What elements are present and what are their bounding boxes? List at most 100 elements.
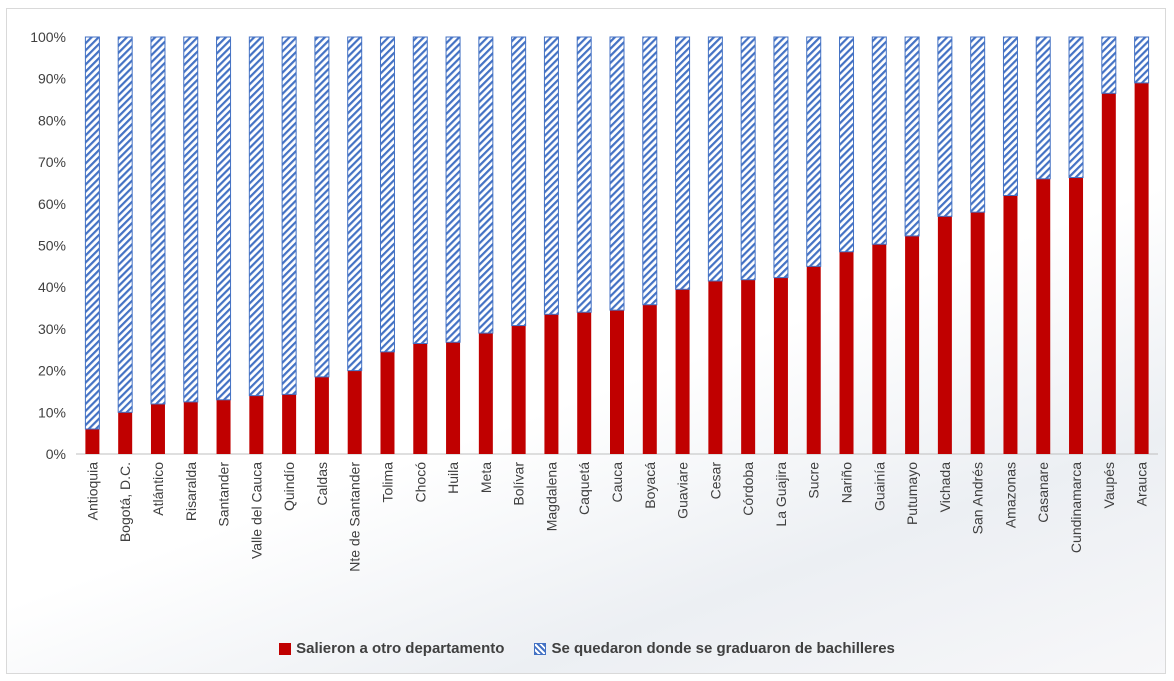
bar-se-quedaron	[937, 36, 953, 217]
y-tick-label: 10%	[38, 404, 66, 420]
x-category-label: Bogotá, D.C.	[117, 462, 133, 542]
bar-salieron	[118, 412, 133, 454]
bar-salieron	[1036, 178, 1051, 454]
y-tick-label: 40%	[38, 279, 66, 295]
x-category-label: Bolívar	[511, 462, 527, 506]
legend-label-salieron: Salieron a otro departamento	[296, 640, 505, 657]
bar-salieron	[905, 235, 920, 454]
bar-salieron	[577, 312, 592, 454]
x-category-label: Cauca	[609, 462, 625, 503]
bar-salieron	[937, 216, 952, 454]
bar-se-quedaron	[970, 36, 986, 213]
x-category-label: San Andrés	[970, 462, 986, 534]
x-category-label: La Guajira	[773, 462, 789, 527]
legend-label-se-quedaron: Se quedaron donde se graduaron de bachil…	[551, 640, 895, 657]
x-category-label: Putumayo	[904, 462, 920, 525]
bar-se-quedaron	[773, 36, 789, 279]
x-category-label: Caquetá	[576, 462, 592, 515]
bar-salieron	[249, 395, 264, 454]
bar-se-quedaron	[576, 36, 592, 313]
x-category-label: Chocó	[412, 462, 428, 503]
x-category-label: Tolima	[379, 462, 395, 503]
x-category-label: Casanare	[1035, 462, 1051, 523]
bar-se-quedaron	[609, 36, 625, 311]
x-category-label: Valle del Cauca	[248, 462, 264, 559]
bar-se-quedaron	[445, 36, 461, 343]
y-tick-label: 20%	[38, 363, 66, 379]
bar-se-quedaron	[1002, 36, 1018, 196]
bar-salieron	[347, 370, 362, 454]
y-tick-label: 80%	[38, 112, 66, 128]
bar-salieron	[675, 289, 690, 454]
bar-se-quedaron	[904, 36, 920, 237]
bar-se-quedaron	[675, 36, 691, 290]
y-tick-label: 60%	[38, 196, 66, 212]
x-category-label: Arauca	[1134, 462, 1150, 507]
bar-se-quedaron	[871, 36, 887, 245]
bar-se-quedaron	[707, 36, 723, 282]
x-category-label: Sucre	[806, 462, 822, 499]
bar-salieron	[282, 394, 297, 454]
x-category-label: Risaralda	[183, 462, 199, 521]
x-category-label: Vichada	[937, 462, 953, 513]
y-tick-label: 0%	[46, 446, 66, 462]
x-category-label: Nariño	[839, 462, 855, 503]
bar-se-quedaron	[281, 36, 297, 395]
bar-salieron	[150, 403, 165, 454]
bar-salieron	[1069, 177, 1084, 455]
bar-se-quedaron	[84, 36, 100, 430]
bar-se-quedaron	[1134, 36, 1150, 84]
x-category-label: Magdalena	[543, 462, 559, 531]
x-category-label: Caldas	[314, 462, 330, 506]
bar-salieron	[413, 343, 428, 454]
x-category-label: Santander	[216, 462, 232, 527]
bar-se-quedaron	[511, 36, 527, 327]
y-tick-label: 50%	[38, 238, 66, 254]
bar-salieron	[610, 310, 624, 454]
bar-salieron	[970, 212, 985, 454]
x-category-label: Guainía	[871, 462, 887, 511]
bars	[84, 36, 1150, 455]
bar-salieron	[741, 279, 756, 454]
bar-salieron	[1101, 93, 1116, 455]
bar-salieron	[708, 280, 723, 454]
bar-salieron	[85, 428, 100, 454]
legend-swatch-hatch	[534, 642, 547, 655]
bar-salieron	[773, 277, 788, 454]
legend-item-se-quedaron: Se quedaron donde se graduaron de bachil…	[534, 640, 895, 657]
bar-salieron	[446, 342, 461, 454]
bar-se-quedaron	[1101, 36, 1117, 94]
x-axis-category-labels: Antioquia Bogotá, D.C. Atlántico Risaralda S…	[84, 462, 1149, 572]
bar-salieron	[314, 376, 329, 454]
x-category-label: Guaviare	[675, 462, 691, 519]
x-category-label: Quindío	[281, 462, 297, 511]
bar-salieron	[544, 314, 559, 454]
x-category-label: Vaupés	[1101, 462, 1117, 508]
bar-salieron	[478, 333, 493, 454]
bar-se-quedaron	[478, 36, 494, 334]
bar-se-quedaron	[117, 36, 133, 413]
bar-salieron	[511, 325, 526, 454]
x-category-label: Cesar	[707, 462, 723, 500]
bar-se-quedaron	[314, 36, 330, 378]
bar-salieron	[183, 401, 198, 454]
x-category-label: Atlántico	[150, 462, 166, 516]
bar-se-quedaron	[806, 36, 822, 267]
bar-se-quedaron	[183, 36, 199, 403]
y-axis: 0% 10% 20% 30% 40% 50% 60% 70% 80% 90% 100%	[30, 29, 66, 462]
bar-se-quedaron	[248, 36, 264, 397]
bar-salieron	[1003, 195, 1018, 454]
bar-salieron	[839, 251, 854, 454]
bar-se-quedaron	[839, 36, 855, 253]
y-tick-label: 90%	[38, 71, 66, 87]
legend: Salieron a otro departamento Se quedaron…	[0, 640, 1174, 657]
x-category-label: Boyacá	[642, 462, 658, 509]
bar-se-quedaron	[216, 36, 232, 401]
x-category-label: Nte de Santander	[347, 462, 363, 572]
bar-se-quedaron	[642, 36, 658, 306]
x-category-label: Cundinamarca	[1068, 462, 1084, 553]
x-category-label: Amazonas	[1002, 462, 1018, 528]
y-tick-label: 30%	[38, 321, 66, 337]
bar-salieron	[380, 351, 395, 454]
